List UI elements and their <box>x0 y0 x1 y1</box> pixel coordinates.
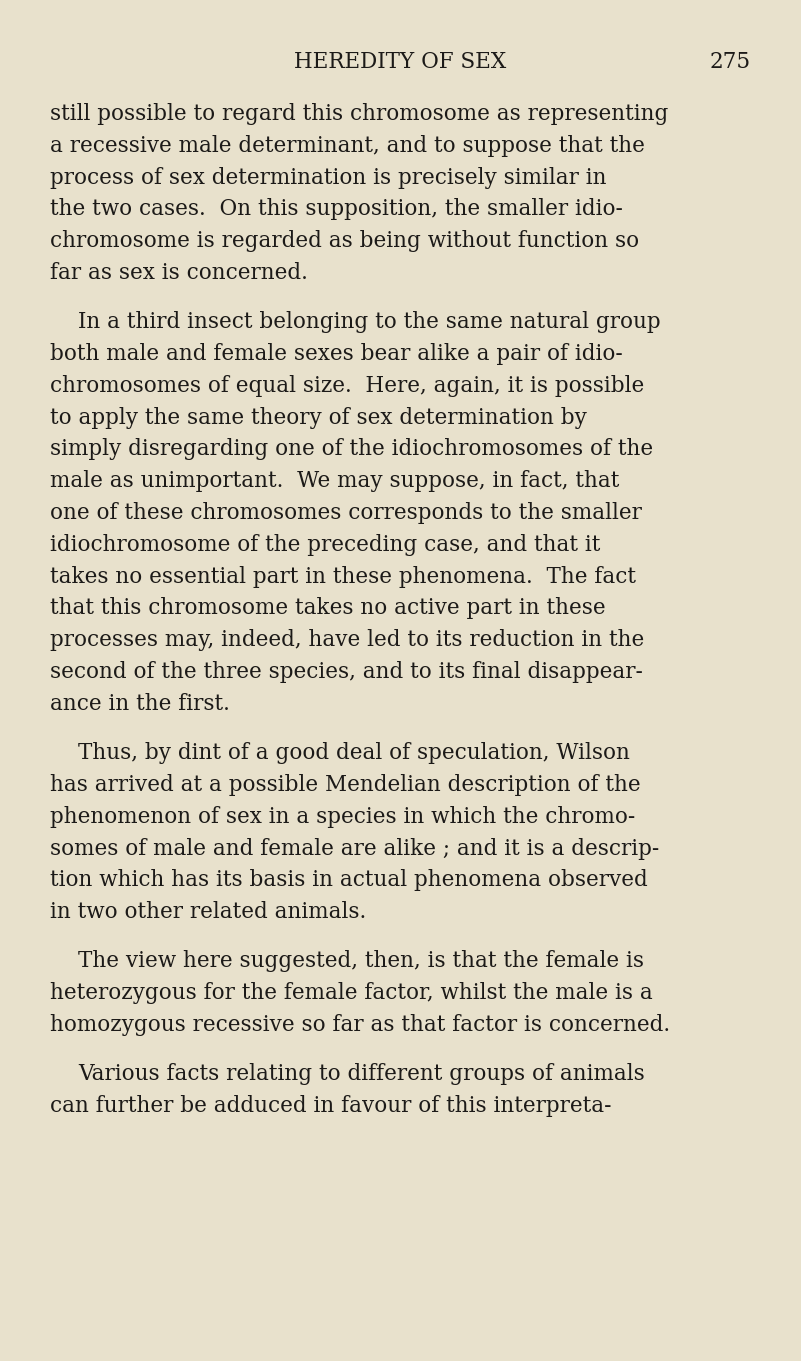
Text: processes may, indeed, have led to its reduction in the: processes may, indeed, have led to its r… <box>50 629 644 652</box>
Text: idiochromosome of the preceding case, and that it: idiochromosome of the preceding case, an… <box>50 534 601 555</box>
Text: a recessive male determinant, and to suppose that the: a recessive male determinant, and to sup… <box>50 135 645 157</box>
Text: tion which has its basis in actual phenomena observed: tion which has its basis in actual pheno… <box>50 870 648 891</box>
Text: one of these chromosomes corresponds to the smaller: one of these chromosomes corresponds to … <box>50 502 642 524</box>
Text: process of sex determination is precisely similar in: process of sex determination is precisel… <box>50 166 606 189</box>
Text: takes no essential part in these phenomena.  The fact: takes no essential part in these phenome… <box>50 566 636 588</box>
Text: 275: 275 <box>710 50 751 73</box>
Text: can further be adduced in favour of this interpreta-: can further be adduced in favour of this… <box>50 1096 611 1117</box>
Text: simply disregarding one of the idiochromosomes of the: simply disregarding one of the idiochrom… <box>50 438 653 460</box>
Text: heterozygous for the female factor, whilst the male is a: heterozygous for the female factor, whil… <box>50 983 653 1004</box>
Text: ance in the first.: ance in the first. <box>50 693 230 715</box>
Text: Thus, by dint of a good deal of speculation, Wilson: Thus, by dint of a good deal of speculat… <box>78 742 630 764</box>
Text: chromosome is regarded as being without function so: chromosome is regarded as being without … <box>50 230 639 252</box>
Text: In a third insect belonging to the same natural group: In a third insect belonging to the same … <box>78 312 661 333</box>
Text: still possible to regard this chromosome as representing: still possible to regard this chromosome… <box>50 103 668 125</box>
Text: the two cases.  On this supposition, the smaller idio-: the two cases. On this supposition, the … <box>50 199 623 220</box>
Text: far as sex is concerned.: far as sex is concerned. <box>50 263 308 284</box>
Text: male as unimportant.  We may suppose, in fact, that: male as unimportant. We may suppose, in … <box>50 471 619 493</box>
Text: homozygous recessive so far as that factor is concerned.: homozygous recessive so far as that fact… <box>50 1014 670 1036</box>
Text: somes of male and female are alike ; and it is a descrip-: somes of male and female are alike ; and… <box>50 837 659 860</box>
Text: Various facts relating to different groups of animals: Various facts relating to different grou… <box>78 1063 645 1086</box>
Text: in two other related animals.: in two other related animals. <box>50 901 366 923</box>
Text: chromosomes of equal size.  Here, again, it is possible: chromosomes of equal size. Here, again, … <box>50 374 644 397</box>
Text: that this chromosome takes no active part in these: that this chromosome takes no active par… <box>50 597 606 619</box>
Text: second of the three species, and to its final disappear-: second of the three species, and to its … <box>50 661 643 683</box>
Text: HEREDITY OF SEX: HEREDITY OF SEX <box>295 50 506 73</box>
Text: to apply the same theory of sex determination by: to apply the same theory of sex determin… <box>50 407 587 429</box>
Text: phenomenon of sex in a species in which the chromo-: phenomenon of sex in a species in which … <box>50 806 635 827</box>
Text: both male and female sexes bear alike a pair of idio-: both male and female sexes bear alike a … <box>50 343 622 365</box>
Text: The view here suggested, then, is that the female is: The view here suggested, then, is that t… <box>78 950 644 973</box>
Text: has arrived at a possible Mendelian description of the: has arrived at a possible Mendelian desc… <box>50 774 641 796</box>
